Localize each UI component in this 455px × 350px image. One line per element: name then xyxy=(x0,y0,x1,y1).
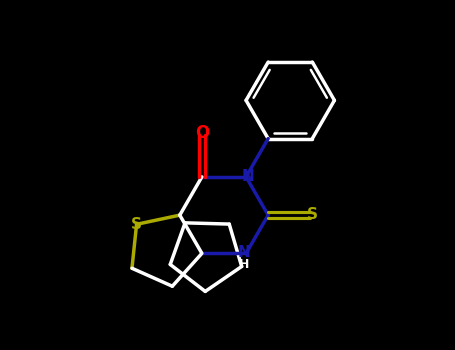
Text: S: S xyxy=(307,207,318,222)
Text: N: N xyxy=(238,245,250,260)
Text: S: S xyxy=(131,217,142,232)
Text: O: O xyxy=(195,124,209,142)
Text: N: N xyxy=(242,169,254,183)
Text: H: H xyxy=(239,258,249,271)
